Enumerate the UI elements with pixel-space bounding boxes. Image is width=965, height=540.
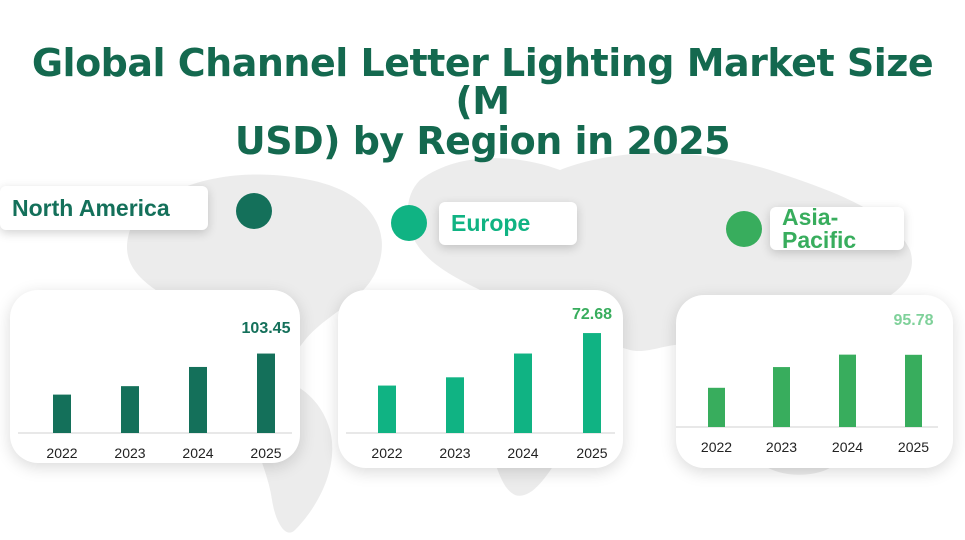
north-america-chart-card: 2022 2023 2024 2025 103.45 (10, 290, 300, 463)
x-tick-label: 2023 (439, 445, 470, 461)
bar-2022 (378, 385, 396, 433)
asia-pacific-chart-card: 2022 2023 2024 2025 95.78 (676, 295, 953, 468)
europe-label-text: Europe (451, 210, 531, 236)
data-label-2025: 72.68 (572, 306, 612, 323)
data-label-2025: 103.45 (242, 320, 291, 337)
bar-2023 (446, 377, 464, 433)
asia-pacific-bar-chart: 2022 2023 2024 2025 95.78 (676, 312, 938, 455)
north-america-label-text: North America (12, 194, 170, 221)
bar-2022 (53, 394, 71, 433)
asia-pacific-dot (726, 211, 762, 247)
bar-2024 (189, 366, 207, 433)
x-tick-label: 2025 (250, 445, 281, 461)
north-america-dot (236, 193, 272, 229)
bar-2025 (257, 353, 275, 433)
x-tick-label: 2022 (701, 439, 732, 455)
europe-label: Europe (439, 202, 577, 245)
bar-2022 (708, 387, 725, 427)
bar-2024 (514, 353, 532, 433)
north-america-bar-chart: 2022 2023 2024 2025 103.45 (18, 320, 292, 461)
bar-2023 (121, 386, 139, 433)
x-tick-label: 2025 (576, 445, 607, 461)
europe-bar-chart: 2022 2023 2024 2025 72.68 (346, 306, 615, 461)
chart-title-line-1: Global Channel Letter Lighting Market Si… (31, 41, 934, 123)
chart-title-line-2: USD) by Region in 2025 (234, 119, 731, 163)
data-label-2025: 95.78 (893, 312, 933, 329)
europe-chart-card: 2022 2023 2024 2025 72.68 (338, 290, 623, 468)
x-tick-label: 2024 (507, 445, 538, 461)
north-america-label: North America (0, 186, 208, 230)
x-tick-label: 2024 (182, 445, 213, 461)
asia-pacific-label: Asia-Pacific (770, 203, 904, 253)
x-tick-label: 2022 (371, 445, 402, 461)
x-tick-label: 2023 (114, 445, 145, 461)
bar-2024 (839, 354, 856, 427)
bar-2023 (773, 367, 790, 427)
bar-2025 (905, 354, 922, 427)
europe-dot (391, 205, 427, 241)
x-tick-label: 2025 (898, 439, 929, 455)
x-tick-label: 2024 (832, 439, 863, 455)
x-tick-label: 2023 (766, 439, 797, 455)
x-tick-label: 2022 (46, 445, 77, 461)
bar-2025 (583, 333, 601, 433)
asia-pacific-label-text: Asia-Pacific (782, 203, 857, 253)
